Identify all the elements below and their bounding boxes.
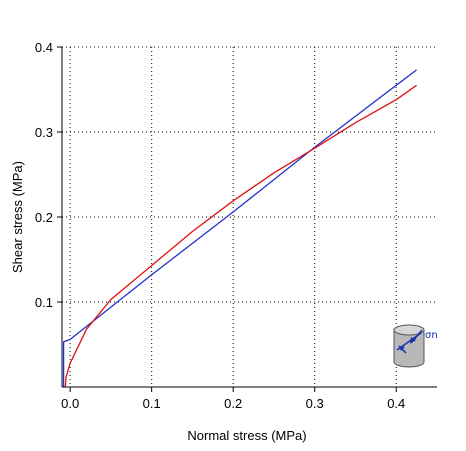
normal-arrowhead — [410, 337, 416, 344]
y-tick-label: 0.2 — [35, 210, 53, 225]
cylinder-top — [393, 324, 425, 336]
x-tick-label: 0.0 — [61, 396, 79, 411]
series-line-red — [64, 84, 417, 388]
shear-arrowhead — [399, 346, 405, 351]
y-tick-labels: 0.1 0.2 0.3 0.4 — [35, 40, 53, 310]
grid-lines — [62, 46, 437, 387]
cylinder-specimen-icon: σn — [393, 324, 438, 368]
tick-marks — [57, 46, 437, 392]
x-tick-label: 0.1 — [143, 396, 161, 411]
y-tick-label: 0.3 — [35, 125, 53, 140]
series-line-blue — [62, 69, 417, 387]
y-tick-label: 0.1 — [35, 295, 53, 310]
series-group — [62, 69, 417, 388]
y-tick-label: 0.4 — [35, 40, 53, 55]
x-tick-label: 0.3 — [306, 396, 324, 411]
sigma-n-label: σn — [425, 330, 438, 341]
x-axis-title: Normal stress (MPa) — [187, 428, 306, 443]
cylinder-body — [393, 329, 425, 368]
x-tick-label: 0.2 — [224, 396, 242, 411]
y-axis-title: Shear stress (MPa) — [10, 161, 25, 273]
x-tick-labels: 0.0 0.1 0.2 0.3 0.4 — [61, 396, 405, 411]
x-tick-label: 0.4 — [387, 396, 405, 411]
